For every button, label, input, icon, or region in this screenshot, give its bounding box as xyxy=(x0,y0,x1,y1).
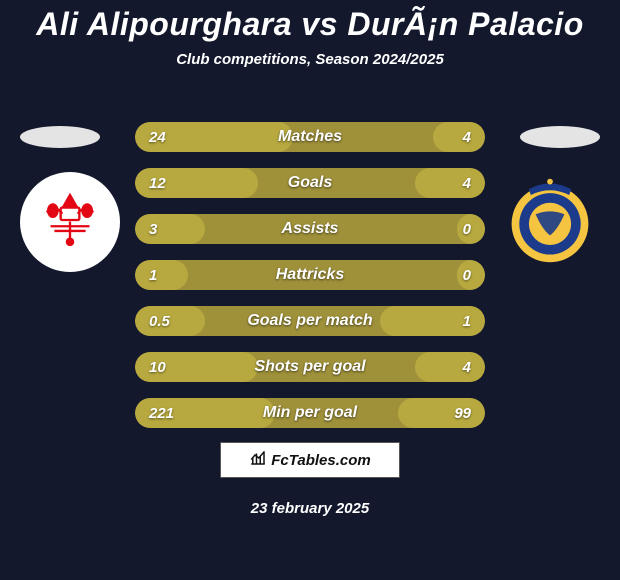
al-nassr-emblem-icon xyxy=(502,172,598,273)
stat-value-right: 0 xyxy=(463,221,471,238)
stat-row: 221Min per goal99 xyxy=(135,398,485,428)
stat-value-right: 1 xyxy=(463,313,471,330)
club-badge-left xyxy=(20,172,120,272)
club-badge-right xyxy=(500,172,600,272)
stats-container: 24Matches412Goals43Assists01Hattricks00.… xyxy=(135,122,485,444)
stat-row: 0.5Goals per match1 xyxy=(135,306,485,336)
stat-row: 1Hattricks0 xyxy=(135,260,485,290)
date-text: 23 february 2025 xyxy=(0,500,620,517)
stat-value-right: 99 xyxy=(454,405,471,422)
stat-label: Hattricks xyxy=(135,266,485,284)
stat-row: 12Goals4 xyxy=(135,168,485,198)
persepolis-emblem-icon xyxy=(31,181,109,264)
stat-label: Goals xyxy=(135,174,485,192)
stat-value-right: 4 xyxy=(463,129,471,146)
stat-row: 3Assists0 xyxy=(135,214,485,244)
stat-label: Assists xyxy=(135,220,485,238)
stat-row: 24Matches4 xyxy=(135,122,485,152)
shadow-ellipse-right xyxy=(520,126,600,148)
stat-label: Shots per goal xyxy=(135,358,485,376)
chart-icon xyxy=(249,449,267,471)
stat-value-right: 0 xyxy=(463,267,471,284)
stat-label: Min per goal xyxy=(135,404,485,422)
shadow-ellipse-left xyxy=(20,126,100,148)
stat-row: 10Shots per goal4 xyxy=(135,352,485,382)
stat-label: Goals per match xyxy=(135,312,485,330)
stat-label: Matches xyxy=(135,128,485,146)
branding-box: FcTables.com xyxy=(220,442,400,478)
branding-text: FcTables.com xyxy=(271,452,370,469)
page-title: Ali Alipourghara vs DurÃ¡n Palacio xyxy=(0,0,620,43)
stat-value-right: 4 xyxy=(463,359,471,376)
stat-value-right: 4 xyxy=(463,175,471,192)
subtitle: Club competitions, Season 2024/2025 xyxy=(0,51,620,68)
